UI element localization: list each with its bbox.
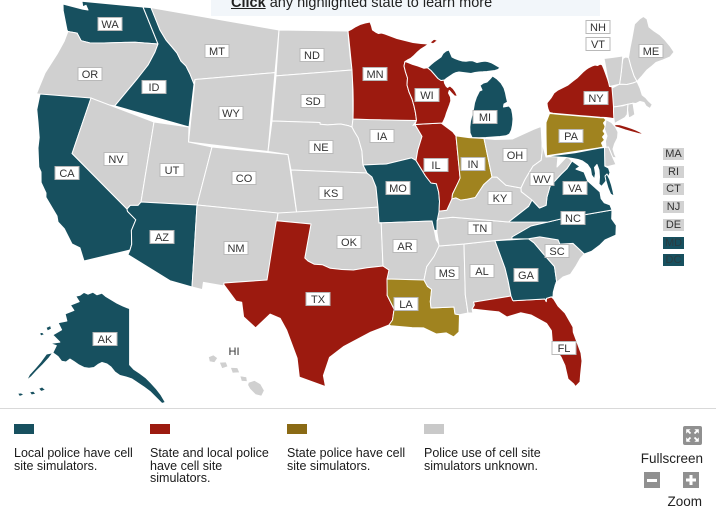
svg-text:AL: AL [475,266,488,278]
svg-text:IN: IN [468,159,479,171]
svg-text:SC: SC [549,246,564,258]
svg-text:VA: VA [568,183,583,195]
svg-text:MN: MN [366,69,383,81]
svg-text:TX: TX [311,294,326,306]
svg-text:IA: IA [377,131,388,143]
svg-text:MT: MT [209,46,225,58]
svg-text:WI: WI [420,90,433,102]
svg-text:GA: GA [518,270,535,282]
svg-text:NC: NC [565,213,581,225]
svg-text:ID: ID [149,82,160,94]
svg-text:NY: NY [588,93,604,105]
svg-text:MO: MO [389,183,407,195]
svg-text:PA: PA [564,131,579,143]
svg-text:KY: KY [493,193,508,205]
svg-text:VT: VT [591,39,605,51]
svg-text:OH: OH [507,150,524,162]
svg-text:NH: NH [590,22,606,34]
svg-text:AZ: AZ [155,232,169,244]
svg-text:NE: NE [313,142,328,154]
svg-text:AK: AK [98,334,113,346]
svg-text:AR: AR [397,241,412,253]
svg-text:WA: WA [101,19,119,31]
svg-text:TN: TN [473,223,488,235]
svg-text:FL: FL [558,343,571,355]
svg-text:OK: OK [341,237,358,249]
svg-text:CO: CO [236,173,253,185]
svg-text:SD: SD [305,96,320,108]
svg-text:CA: CA [59,168,75,180]
svg-text:WV: WV [533,174,551,186]
svg-text:ND: ND [304,50,320,62]
svg-text:HI: HI [229,346,240,358]
svg-text:ME: ME [643,46,660,58]
svg-text:MI: MI [479,112,491,124]
svg-text:LA: LA [399,299,413,311]
svg-text:OR: OR [82,69,99,81]
svg-text:KS: KS [324,188,339,200]
svg-text:NV: NV [108,154,124,166]
svg-text:IL: IL [431,160,440,172]
svg-text:MS: MS [439,268,456,280]
svg-text:UT: UT [165,165,180,177]
svg-text:NM: NM [227,243,244,255]
svg-text:WY: WY [222,108,240,120]
